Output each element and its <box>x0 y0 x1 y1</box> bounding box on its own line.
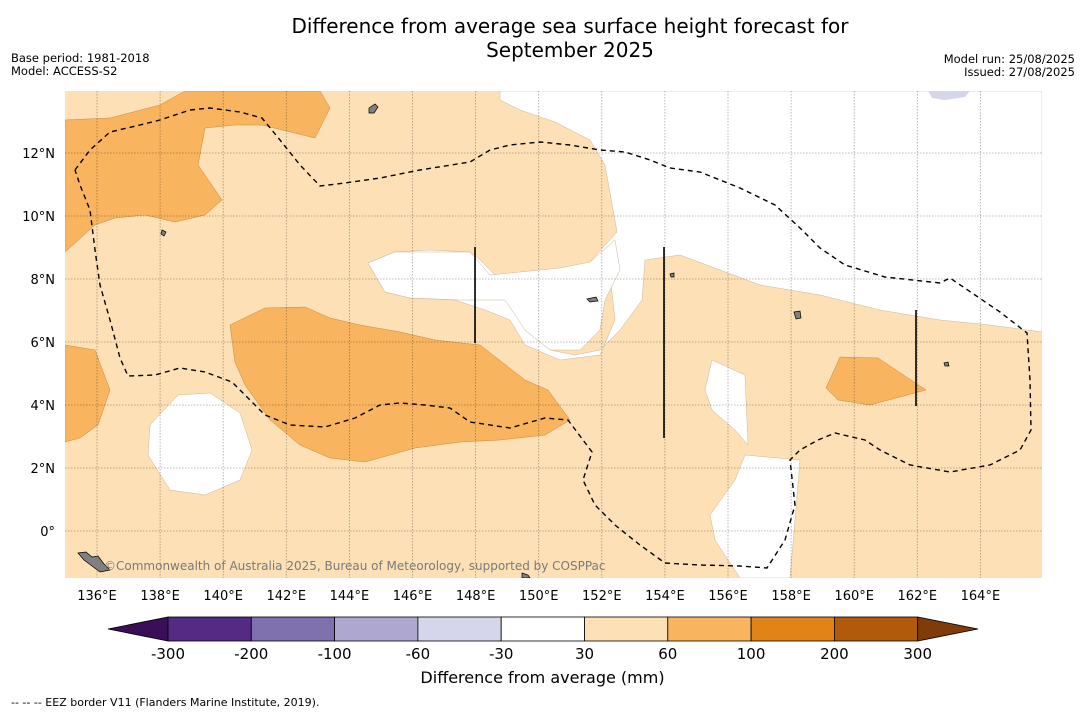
lat-tick-label: 2°N <box>31 462 56 477</box>
colorbar-tick-label: -60 <box>406 645 431 663</box>
lon-tick-label: 138°E <box>140 589 180 604</box>
lat-tick-label: 0° <box>40 525 55 540</box>
issued-text: Issued: 27/08/2025 <box>964 65 1075 79</box>
colorbar-segment <box>417 616 502 642</box>
neutral-region-south <box>709 454 801 578</box>
colorbar-segment <box>667 616 752 642</box>
eez-markers <box>474 247 917 438</box>
island-3 <box>793 310 802 320</box>
positive-region-east <box>825 356 927 406</box>
neutral-region-north <box>367 91 1042 361</box>
colorbar: -300 -200 -100 -60 -30 30 60 100 200 300 <box>107 616 979 663</box>
lon-tick-label: 158°E <box>771 589 811 604</box>
lon-tick-label: 164°E <box>961 589 1001 604</box>
neutral-region-central <box>367 239 621 351</box>
gridlines <box>65 91 1042 578</box>
model-run-text: Model run: 25/08/2025 <box>943 52 1075 66</box>
colorbar-tick-label: -300 <box>151 645 185 663</box>
lon-tick-label: 142°E <box>267 589 307 604</box>
lon-tick-label: 156°E <box>708 589 748 604</box>
colorbar-tick-label: -200 <box>234 645 268 663</box>
map-area: ©Commonwealth of Australia 2025, Bureau … <box>65 91 1042 578</box>
lon-tick-label: 136°E <box>77 589 117 604</box>
footnote-eez: -- -- -- EEZ border V11 (Flanders Marine… <box>11 696 320 709</box>
copyright-text: ©Commonwealth of Australia 2025, Bureau … <box>104 559 606 573</box>
colorbar-tick-label: -30 <box>489 645 514 663</box>
lon-tick-label: 150°E <box>519 589 559 604</box>
neutral-region-east-pocket <box>704 359 749 446</box>
colorbar-segment <box>584 616 669 642</box>
colorbar-tick-label: 100 <box>737 645 766 663</box>
base-period-text: Base period: 1981-2018 <box>11 51 150 65</box>
lon-tick-label: 160°E <box>834 589 874 604</box>
colorbar-segment <box>834 616 919 642</box>
colorbar-segment <box>334 616 419 642</box>
lat-tick-label: 6°N <box>31 336 56 351</box>
meta-right: Model run: 25/08/2025 Issued: 27/08/2025 <box>944 53 1075 79</box>
latitude-labels: 12°N 10°N 8°N 6°N 4°N 2°N 0° <box>22 147 55 540</box>
neutral-region-west <box>147 392 253 496</box>
colorbar-tick-label: 300 <box>903 645 932 663</box>
colorbar-tick-label: -100 <box>318 645 352 663</box>
colorbar-segment <box>500 616 585 642</box>
island-5 <box>77 551 111 573</box>
colorbar-segment <box>250 616 336 642</box>
positive-region-central <box>229 306 571 463</box>
lon-tick-label: 148°E <box>456 589 496 604</box>
negative-30-60-patch <box>928 91 970 100</box>
positive-60-100-regions <box>65 91 927 463</box>
eez-borders <box>74 107 1032 569</box>
island-8 <box>669 272 675 278</box>
lon-tick-label: 154°E <box>645 589 685 604</box>
island-1 <box>368 103 379 114</box>
lat-tick-label: 4°N <box>31 399 56 414</box>
lat-tick-label: 8°N <box>31 273 56 288</box>
land-islands <box>77 103 950 578</box>
title-line-1: Difference from average sea surface heig… <box>291 14 849 38</box>
lon-tick-label: 162°E <box>898 589 938 604</box>
lon-tick-label: 152°E <box>582 589 622 604</box>
positive-region-northwest <box>65 91 331 253</box>
island-4 <box>586 296 599 303</box>
colorbar-tick-label: 30 <box>575 645 594 663</box>
lat-tick-label: 12°N <box>22 147 55 162</box>
positive-region-west-edge <box>65 344 111 443</box>
colorbar-tick-label: 60 <box>658 645 677 663</box>
colorbar-extend-low <box>107 616 169 642</box>
lon-tick-label: 144°E <box>330 589 370 604</box>
colorbar-tick-label: 200 <box>820 645 849 663</box>
meta-left: Base period: 1981-2018 Model: ACCESS-S2 <box>11 52 150 78</box>
island-6 <box>521 572 531 578</box>
title-line-2: September 2025 <box>486 38 654 62</box>
island-7 <box>943 361 950 367</box>
lon-tick-label: 146°E <box>393 589 433 604</box>
lat-tick-label: 10°N <box>22 210 55 225</box>
lon-tick-label: 140°E <box>203 589 243 604</box>
longitude-labels: 136°E 138°E 140°E 142°E 144°E 146°E 148°E 150°E… <box>77 589 1000 604</box>
colorbar-extend-high <box>917 616 979 642</box>
colorbar-segment <box>167 616 252 642</box>
neutral-regions <box>147 91 1042 578</box>
colorbar-segment <box>750 616 835 642</box>
chart-title: Difference from average sea surface heig… <box>0 14 1085 62</box>
model-text: Model: ACCESS-S2 <box>11 64 118 78</box>
colorbar-title: Difference from average (mm) <box>420 668 665 687</box>
island-2 <box>160 229 167 237</box>
eez-border-1 <box>74 107 1032 569</box>
